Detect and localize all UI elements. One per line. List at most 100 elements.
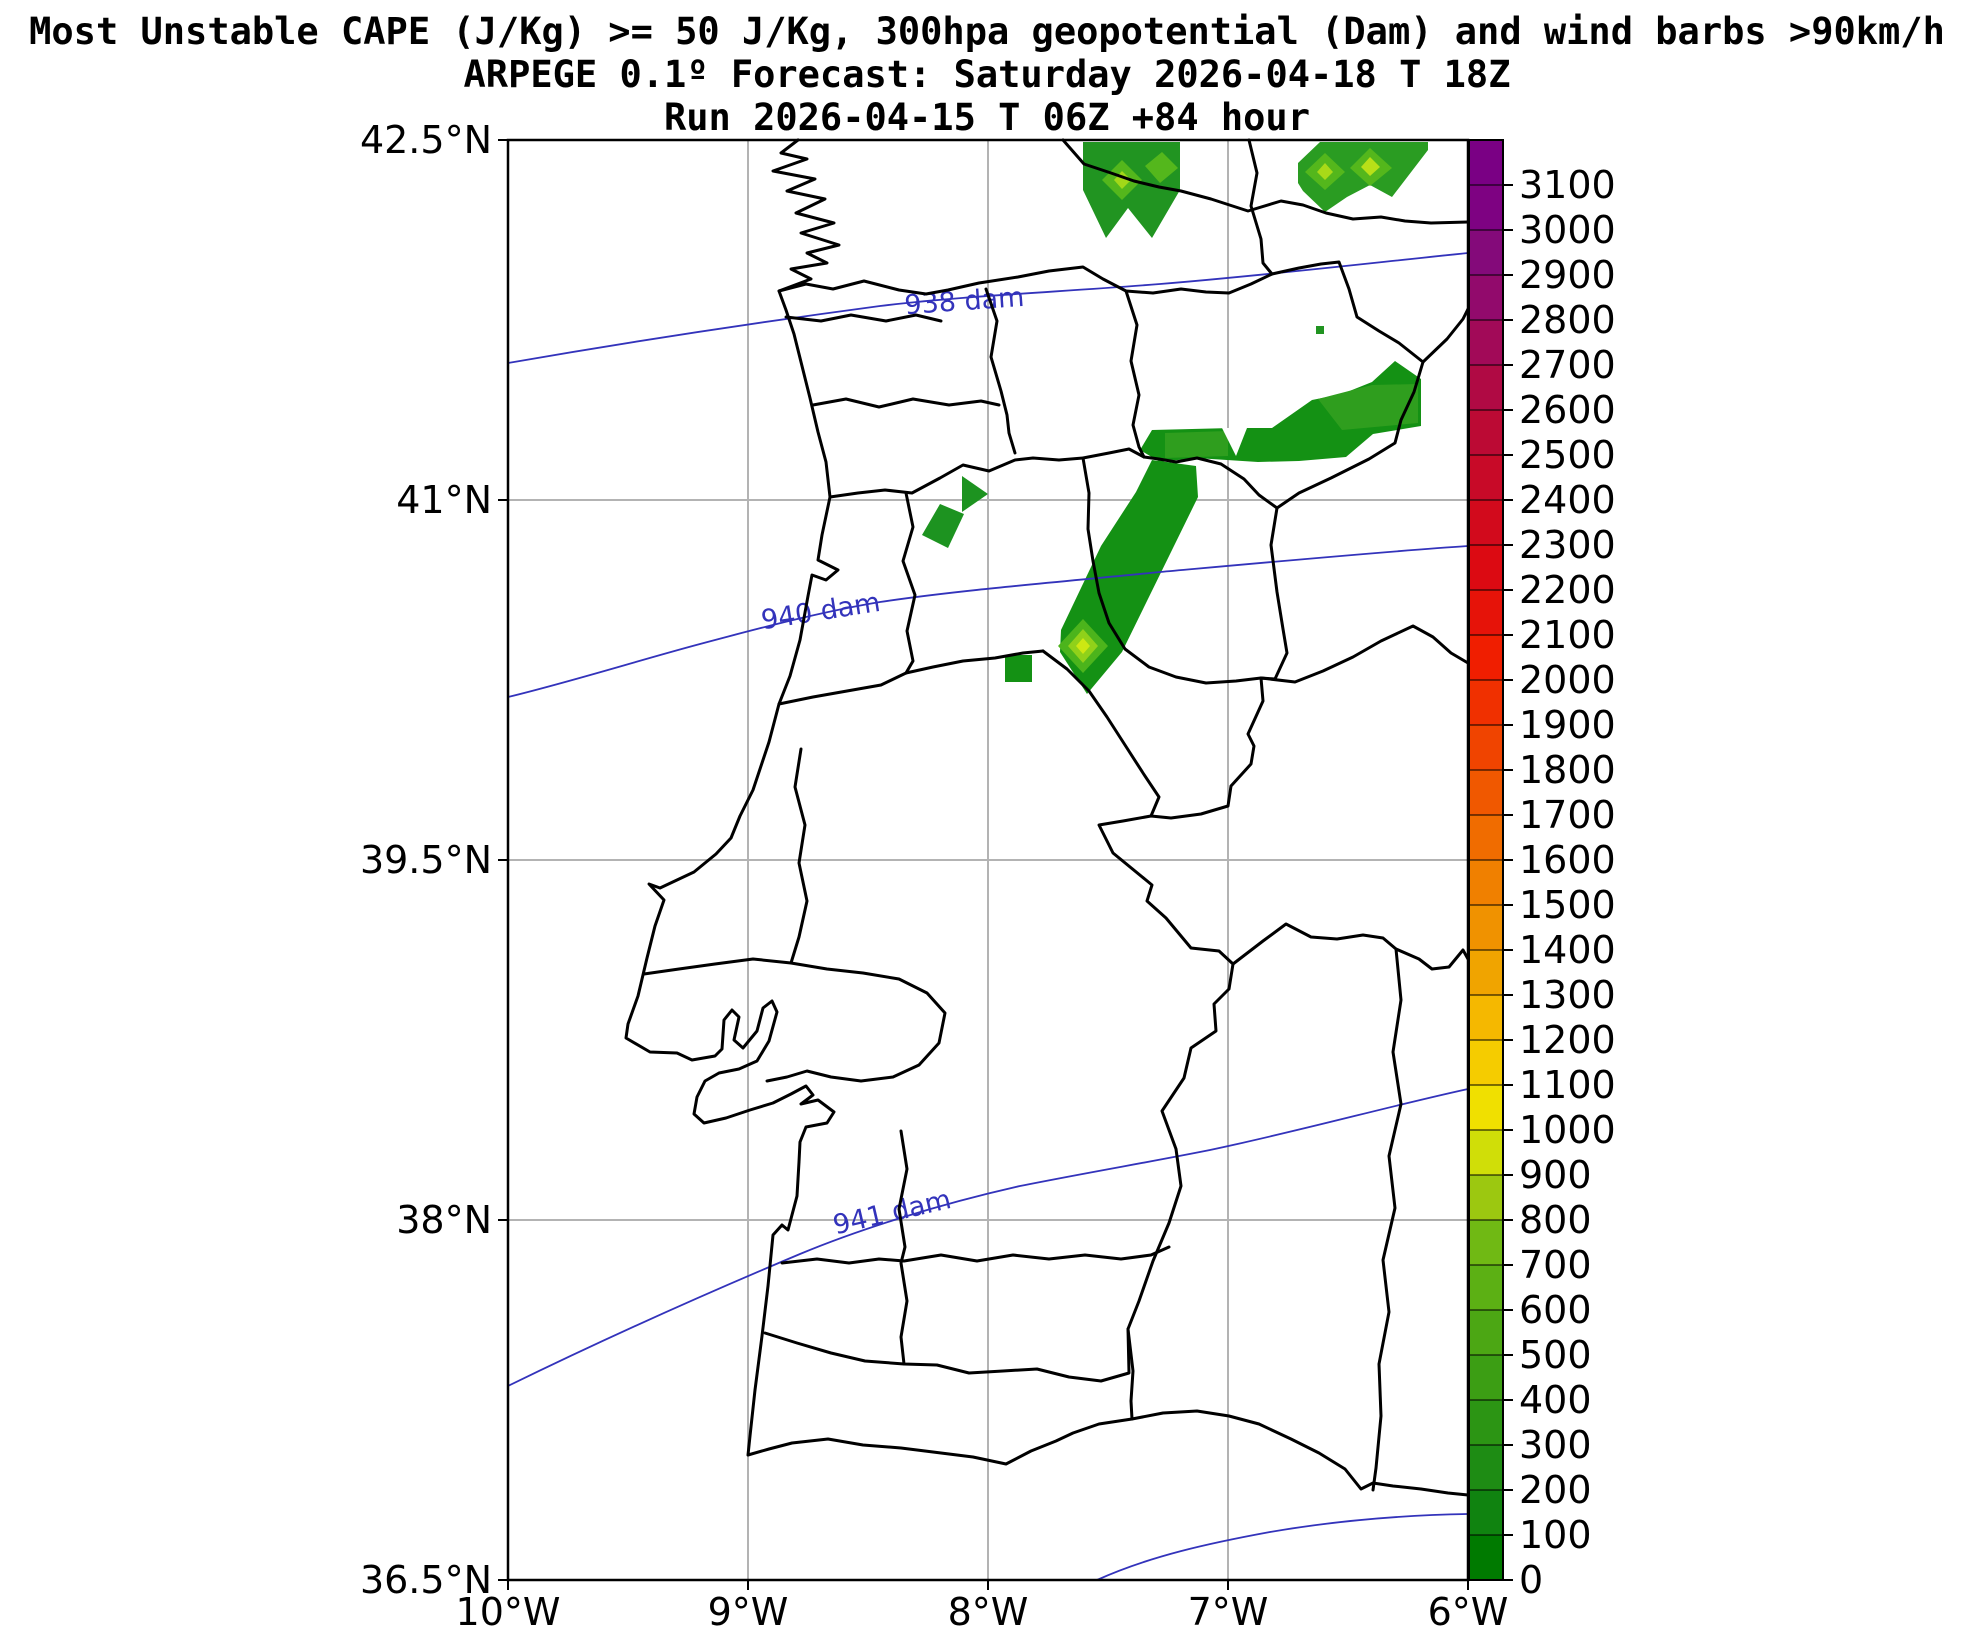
colorbar-tick-label: 700 — [1519, 1243, 1592, 1287]
contour-941 — [507, 1088, 1469, 1387]
colorbar-segment — [1468, 454, 1504, 501]
y-tick-label: 36.5°N — [360, 1558, 492, 1602]
y-tick-label: 39.5°N — [360, 838, 492, 882]
cape-patch-light — [1145, 152, 1178, 183]
x-tick-label: 9°W — [708, 1590, 789, 1634]
colorbar-tick-label: 1900 — [1519, 703, 1616, 747]
map-boundaries — [624, 138, 1470, 1497]
cape-patch-core — [1361, 157, 1380, 176]
colorbar-tick-label: 0 — [1519, 1558, 1543, 1602]
map-gridlines — [508, 140, 1468, 1580]
y-tick-label: 42.5°N — [360, 118, 492, 162]
colorbar-tick-label: 300 — [1519, 1423, 1592, 1467]
colorbar-segment — [1468, 814, 1504, 861]
colorbar-segment — [1468, 364, 1504, 411]
colorbar-segment — [1468, 679, 1504, 726]
colorbar-segment — [1468, 589, 1504, 636]
colorbar-tick-label: 2100 — [1519, 613, 1616, 657]
spanish-boundaries — [1061, 138, 1470, 1492]
colorbar-segment — [1468, 319, 1504, 366]
colorbar-tick-label: 2000 — [1519, 658, 1616, 702]
colorbar-segment — [1468, 949, 1504, 996]
colorbar-tick-label: 200 — [1519, 1468, 1592, 1512]
colorbar-segment — [1468, 409, 1504, 456]
colorbar: 0100200300400500600700800900100011001200… — [1468, 139, 1616, 1602]
colorbar-tick-label: 1000 — [1519, 1108, 1616, 1152]
colorbar-segment — [1468, 499, 1504, 546]
colorbar-segment — [1468, 139, 1504, 186]
colorbar-tick-label: 1100 — [1519, 1063, 1616, 1107]
plot-title-line3: Run 2026-04-15 T 06Z +84 hour — [664, 96, 1310, 139]
colorbar-segment — [1468, 904, 1504, 951]
colorbar-segment — [1468, 994, 1504, 1041]
cape-band-light — [1165, 431, 1228, 458]
cape-spot-west — [922, 504, 964, 548]
colorbar-segment — [1468, 1174, 1504, 1221]
colorbar-tick-label: 1400 — [1519, 928, 1616, 972]
axis-tick-marks — [498, 139, 1469, 1590]
y-tick-label: 38°N — [396, 1198, 492, 1242]
colorbar-tick-label: 2200 — [1519, 568, 1616, 612]
cape-shaded-regions — [922, 142, 1428, 694]
colorbar-tick-label: 2800 — [1519, 298, 1616, 342]
colorbar-tick-label: 2400 — [1519, 478, 1616, 522]
colorbar-tick-label: 900 — [1519, 1153, 1592, 1197]
colorbar-tick-label: 1500 — [1519, 883, 1616, 927]
y-tick-label: 41°N — [396, 478, 492, 522]
x-tick-label: 8°W — [948, 1590, 1029, 1634]
colorbar-segment — [1468, 1399, 1504, 1446]
cape-band-light — [1318, 384, 1418, 430]
colorbar-tick-label: 500 — [1519, 1333, 1592, 1377]
colorbar-tick-label: 1800 — [1519, 748, 1616, 792]
colorbar-segment — [1468, 1534, 1504, 1581]
colorbar-tick-label: 1600 — [1519, 838, 1616, 882]
colorbar-segment — [1468, 1264, 1504, 1311]
colorbar-segment — [1468, 1309, 1504, 1356]
colorbar-segment — [1468, 634, 1504, 681]
cape-patch-core — [1317, 163, 1333, 180]
colorbar-tick-label: 2600 — [1519, 388, 1616, 432]
coastline-path — [624, 138, 1470, 1497]
x-tick-label: 6°W — [1428, 1590, 1509, 1634]
cape-dot — [1316, 326, 1324, 334]
x-tick-label: 7°W — [1188, 1590, 1269, 1634]
cape-ridge-core — [1076, 638, 1090, 654]
colorbar-tick-label: 600 — [1519, 1288, 1592, 1332]
colorbar-segment — [1468, 1129, 1504, 1176]
colorbar-tick-label: 2500 — [1519, 433, 1616, 477]
colorbar-tick-label: 2700 — [1519, 343, 1616, 387]
colorbar-tick-label: 800 — [1519, 1198, 1592, 1242]
colorbar-tick-label: 1700 — [1519, 793, 1616, 837]
colorbar-segment — [1468, 1354, 1504, 1401]
cape-spot-small — [1005, 655, 1032, 682]
colorbar-segment — [1468, 184, 1504, 231]
cape-band-notch — [1222, 428, 1247, 456]
colorbar-tick-label: 2900 — [1519, 253, 1616, 297]
colorbar-tick-label: 3100 — [1519, 163, 1616, 207]
colorbar-tick-label: 1300 — [1519, 973, 1616, 1017]
colorbar-tick-label: 100 — [1519, 1513, 1592, 1557]
district-boundaries — [642, 287, 1279, 1383]
colorbar-segment — [1468, 1084, 1504, 1131]
colorbar-segment — [1468, 274, 1504, 321]
x-tick-label: 10°W — [456, 1590, 561, 1634]
colorbar-tick-label: 1200 — [1519, 1018, 1616, 1062]
colorbar-segment — [1468, 859, 1504, 906]
colorbar-segment — [1468, 1444, 1504, 1491]
colorbar-frame — [1468, 139, 1504, 1581]
colorbar-segment — [1468, 724, 1504, 771]
colorbar-segment — [1468, 544, 1504, 591]
contour-940 — [507, 545, 1469, 698]
y-axis-labels: 42.5°N 41°N 39.5°N 38°N 36.5°N — [360, 118, 492, 1602]
colorbar-segment — [1468, 229, 1504, 276]
colorbar-tick-label: 400 — [1519, 1378, 1592, 1422]
colorbar-tick-label: 3000 — [1519, 208, 1616, 252]
colorbar-segment — [1468, 1219, 1504, 1266]
colorbar-segment — [1468, 769, 1504, 816]
colorbar-tick-label: 2300 — [1519, 523, 1616, 567]
contour-unlabeled-south — [1096, 1513, 1469, 1581]
colorbar-segment — [1468, 1039, 1504, 1086]
x-axis-labels: 10°W 9°W 8°W 7°W 6°W — [456, 1590, 1509, 1634]
